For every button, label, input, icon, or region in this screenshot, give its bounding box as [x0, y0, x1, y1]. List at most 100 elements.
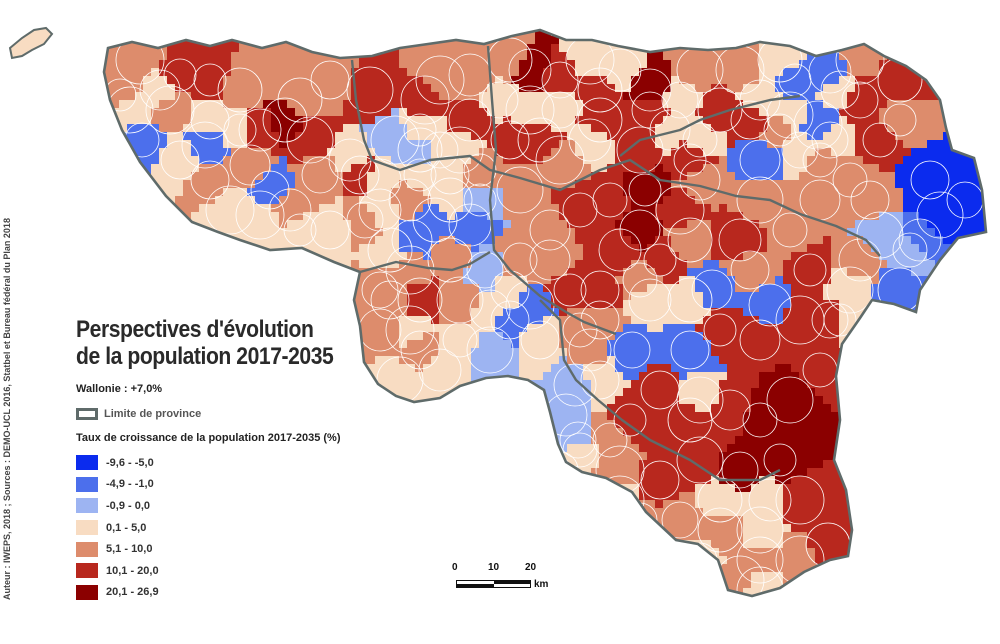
commune-area [967, 68, 976, 77]
commune-area [303, 204, 312, 213]
commune-area [887, 196, 896, 205]
commune-area [767, 132, 776, 141]
commune-area [463, 140, 472, 149]
commune-area [303, 180, 312, 189]
commune-area [991, 308, 1000, 317]
commune-area [519, 76, 528, 85]
commune-area [535, 300, 544, 309]
commune-area [775, 84, 784, 93]
commune-area [391, 172, 400, 181]
commune-area [255, 268, 264, 277]
commune-area [751, 180, 760, 189]
commune-area [191, 140, 200, 149]
commune-area [719, 340, 728, 349]
commune-area [983, 172, 986, 181]
commune-area [759, 356, 768, 365]
commune-area [415, 164, 424, 173]
commune-area [231, 140, 240, 149]
commune-area [919, 36, 928, 45]
commune-area [967, 92, 976, 101]
commune-area [247, 108, 256, 117]
commune-area [335, 100, 344, 109]
commune-area [991, 292, 1000, 301]
commune-area [471, 236, 480, 245]
commune-area [135, 292, 144, 301]
commune-area [511, 60, 520, 69]
commune-area [919, 244, 928, 253]
commune-area [343, 108, 352, 117]
commune-area [583, 204, 592, 213]
commune-area [951, 332, 960, 341]
commune-area [607, 30, 616, 37]
commune-area [335, 180, 344, 189]
commune-area [119, 100, 128, 109]
commune-area [839, 332, 848, 341]
commune-area [151, 292, 160, 301]
commune-area [104, 292, 112, 301]
commune-area [743, 172, 752, 181]
commune-area [359, 244, 368, 253]
commune-area [295, 52, 304, 61]
commune-area [423, 332, 432, 341]
commune-area [279, 212, 288, 221]
commune-area [791, 124, 800, 133]
commune-area [415, 332, 424, 341]
commune-area [295, 284, 304, 293]
commune-area [391, 84, 400, 93]
commune-area [399, 332, 408, 341]
commune-area [559, 220, 568, 229]
commune-area [423, 276, 432, 285]
commune-area [247, 212, 256, 221]
commune-area [751, 52, 760, 61]
commune-area [991, 284, 1000, 293]
commune-area [471, 220, 480, 229]
commune-area [104, 164, 112, 173]
commune-area [887, 180, 896, 189]
commune-area [351, 36, 360, 45]
commune-area [167, 268, 176, 277]
commune-area [671, 180, 680, 189]
commune-area [167, 68, 176, 77]
commune-area [199, 276, 208, 285]
commune-area [783, 308, 792, 317]
commune-area [287, 284, 296, 293]
commune-area [615, 364, 624, 373]
commune-area [991, 20, 1000, 29]
commune-area [519, 148, 528, 157]
commune-area [807, 332, 816, 341]
commune-area [583, 52, 592, 61]
commune-area [967, 220, 976, 229]
commune-area [359, 164, 368, 173]
commune-area [311, 284, 320, 293]
commune-area [104, 252, 112, 261]
commune-area [183, 260, 192, 269]
commune-area [95, 172, 104, 181]
commune-area [799, 332, 808, 341]
commune-area [959, 20, 968, 29]
commune-area [471, 20, 480, 29]
commune-area [887, 108, 896, 117]
commune-area [879, 172, 888, 181]
commune-area [199, 60, 208, 69]
commune-area [455, 260, 464, 269]
commune-area [703, 76, 712, 85]
commune-area [935, 332, 944, 341]
commune-area [527, 148, 536, 157]
commune-area [263, 140, 272, 149]
commune-area [535, 228, 544, 237]
commune-area [215, 20, 224, 29]
commune-area [615, 332, 624, 341]
commune-area [215, 236, 224, 245]
commune-area [631, 364, 640, 373]
commune-area [583, 332, 592, 341]
commune-area [263, 164, 272, 173]
commune-area [823, 164, 832, 173]
commune-area [943, 212, 952, 221]
commune-area [647, 356, 656, 365]
commune-area [655, 60, 664, 69]
commune-area [727, 332, 736, 341]
commune-area [175, 68, 184, 77]
commune-area [159, 148, 168, 157]
commune-area [647, 164, 656, 173]
commune-area [879, 332, 888, 341]
